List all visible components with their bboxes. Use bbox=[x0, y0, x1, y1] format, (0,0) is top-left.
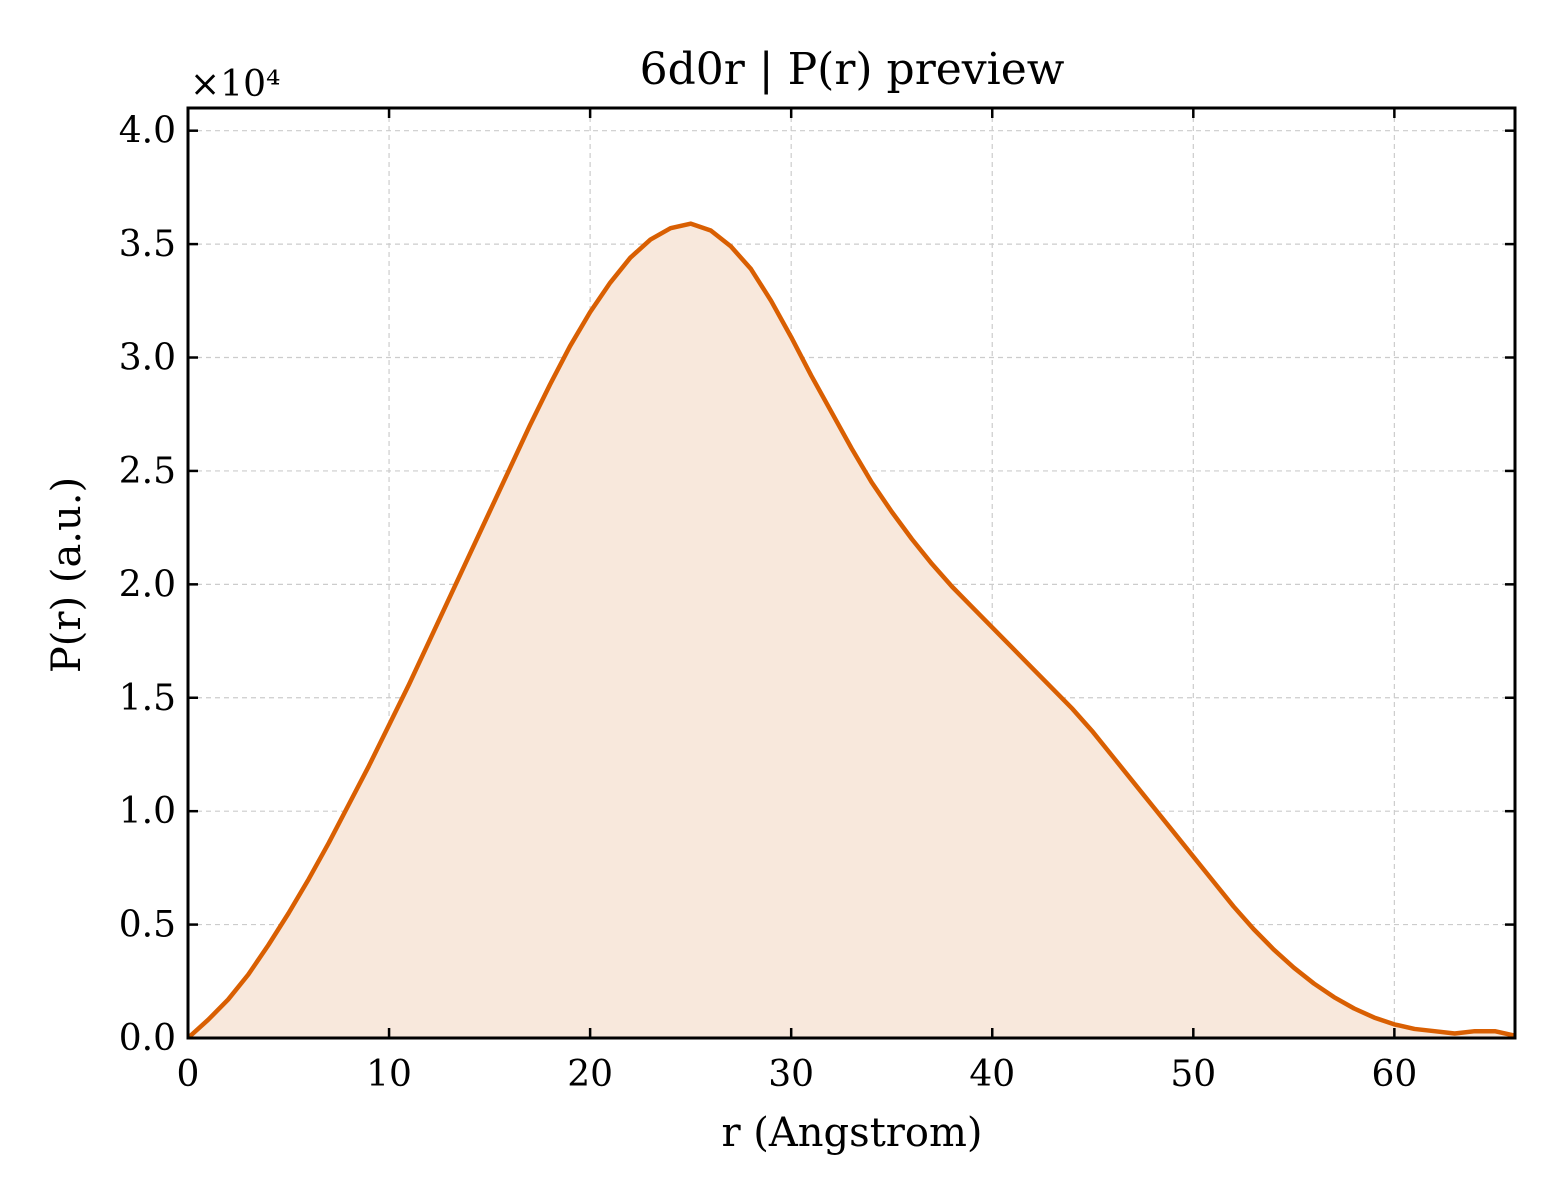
y-tick-label: 4.0 bbox=[119, 111, 176, 152]
y-tick-label: 3.0 bbox=[119, 338, 176, 379]
x-tick-label: 20 bbox=[567, 1054, 613, 1095]
x-tick-label: 40 bbox=[969, 1054, 1015, 1095]
y-multiplier: ×10⁴ bbox=[190, 64, 280, 105]
area-layer bbox=[186, 221, 1516, 1040]
y-tick-label: 2.5 bbox=[119, 451, 176, 492]
y-tick-label: 0.0 bbox=[119, 1018, 176, 1059]
ticks: 0 10 20 30 40 50 60 0.0 0.5 1.0 1.5 2.0 2.5 3.0 3.5 4.0 bbox=[119, 108, 1515, 1095]
x-tick-label: 60 bbox=[1371, 1054, 1417, 1095]
y-tick-label: 2.0 bbox=[119, 564, 176, 605]
x-tick-label: 10 bbox=[366, 1054, 412, 1095]
y-tick-label: 1.5 bbox=[119, 678, 176, 719]
chart-title: 6d0r | P(r) preview bbox=[640, 44, 1065, 95]
y-tick-label: 0.5 bbox=[119, 905, 176, 946]
pr-line bbox=[186, 221, 1516, 1040]
area-fill bbox=[188, 223, 1515, 1038]
x-tick-label: 50 bbox=[1170, 1054, 1216, 1095]
x-axis-label: r (Angstrom) bbox=[721, 1110, 982, 1156]
y-axis-label: P(r) (a.u.) bbox=[44, 477, 90, 673]
plot-frame bbox=[186, 106, 1517, 1040]
x-tick-label: 30 bbox=[768, 1054, 814, 1095]
y-tick-label: 1.0 bbox=[119, 791, 176, 832]
x-tick-label: 0 bbox=[177, 1054, 200, 1095]
y-tick-label: 3.5 bbox=[119, 224, 176, 265]
